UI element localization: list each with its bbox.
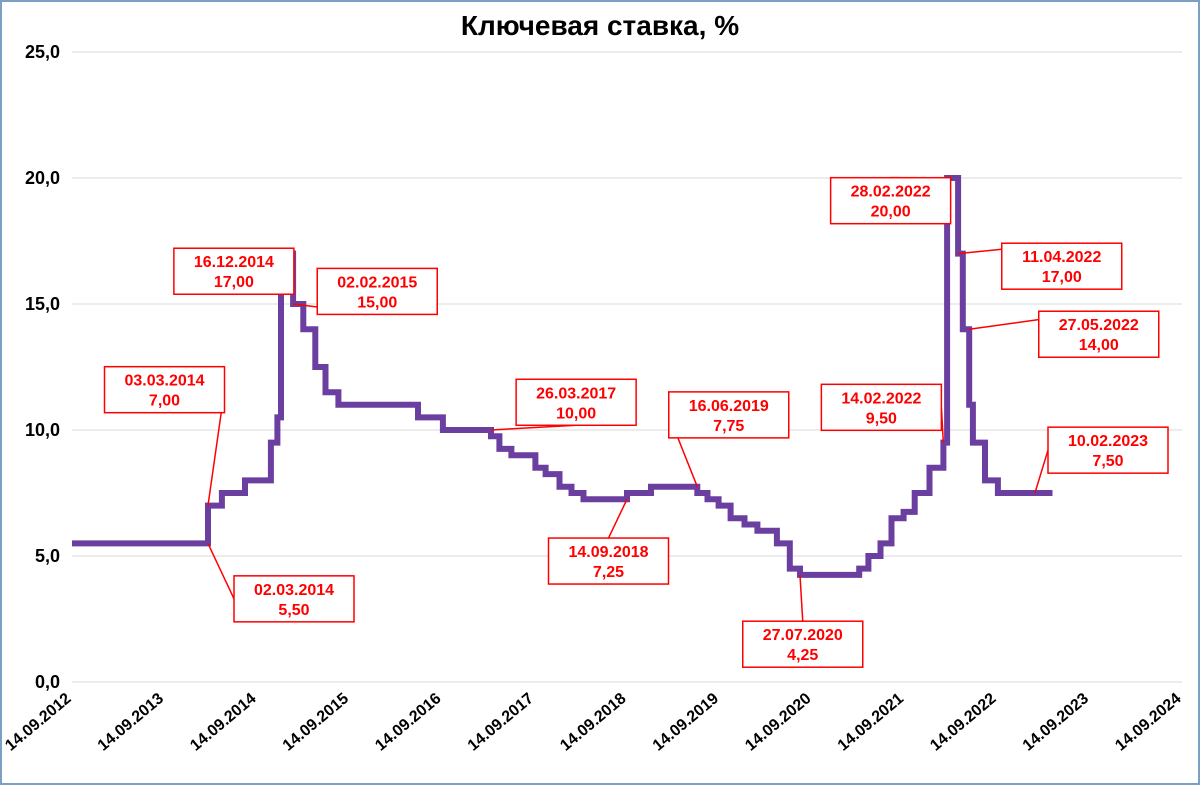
callout-value: 10,00 — [556, 405, 596, 422]
callout-value: 20,00 — [871, 204, 911, 221]
x-tick-label: 14.09.2014 — [187, 690, 259, 755]
callout-value: 7,50 — [1092, 453, 1123, 470]
x-tick-label: 14.09.2021 — [835, 690, 907, 755]
callout-date: 03.03.2014 — [124, 373, 204, 390]
y-tick-label: 0,0 — [35, 672, 60, 692]
x-tick-label: 14.09.2019 — [650, 690, 722, 755]
callout-date: 16.06.2019 — [689, 398, 769, 415]
x-tick-label: 14.09.2023 — [1020, 690, 1092, 755]
callout-value: 15,00 — [357, 294, 397, 311]
y-tick-label: 10,0 — [25, 420, 60, 440]
x-tick-label: 14.09.2018 — [557, 690, 629, 755]
y-tick-label: 20,0 — [25, 168, 60, 188]
callout-value: 7,00 — [149, 393, 180, 410]
y-tick-label: 5,0 — [35, 546, 60, 566]
callout-leader — [609, 499, 628, 538]
callout-date: 11.04.2022 — [1022, 249, 1101, 266]
callout-date: 02.03.2014 — [254, 582, 334, 599]
x-tick-label: 14.09.2016 — [372, 690, 444, 755]
callout-value: 17,00 — [1042, 269, 1082, 286]
callout-date: 27.07.2020 — [763, 627, 843, 644]
callout-leader — [800, 575, 803, 621]
x-tick-label: 14.09.2024 — [1112, 690, 1184, 755]
callout-date: 26.03.2017 — [536, 385, 616, 402]
x-tick-label: 14.09.2015 — [280, 690, 352, 755]
callout-layer: 03.03.2014 7,00 02.03.2014 5,50 16.12.2014 17… — [105, 178, 1169, 668]
callout-value: 7,25 — [593, 564, 624, 581]
callout-date: 14.09.2018 — [568, 544, 648, 561]
x-tick-label: 14.09.2013 — [95, 690, 167, 755]
callout-value: 7,75 — [713, 418, 744, 435]
chart-frame: Ключевая ставка, % 03.03.20147,0002.03.2… — [0, 0, 1200, 785]
callout-date: 27.05.2022 — [1059, 317, 1139, 334]
callout-date: 28.02.2022 — [851, 184, 931, 201]
callout-date: 16.12.2014 — [194, 254, 274, 271]
x-tick-label: 14.09.2020 — [742, 690, 814, 755]
y-tick-label: 25,0 — [25, 42, 60, 62]
x-tick-label: 14.09.2022 — [927, 690, 999, 755]
callout-leader — [1035, 450, 1048, 493]
callout-value: 4,25 — [787, 647, 818, 664]
y-tick-label: 15,0 — [25, 294, 60, 314]
callout-value: 17,00 — [214, 274, 254, 291]
callout-value: 5,50 — [278, 602, 309, 619]
chart-svg: 03.03.2014 7,00 02.03.2014 5,50 16.12.2014 17… — [2, 2, 1198, 783]
callout-value: 14,00 — [1079, 337, 1119, 354]
x-tick-label: 14.09.2012 — [2, 690, 74, 755]
callout-value: 9,50 — [866, 410, 897, 427]
x-tick-label: 14.09.2017 — [465, 690, 537, 755]
callout-date: 02.02.2015 — [337, 274, 417, 291]
callout-date: 14.02.2022 — [841, 390, 921, 407]
callout-leader — [208, 543, 234, 598]
callout-date: 10.02.2023 — [1068, 433, 1148, 450]
